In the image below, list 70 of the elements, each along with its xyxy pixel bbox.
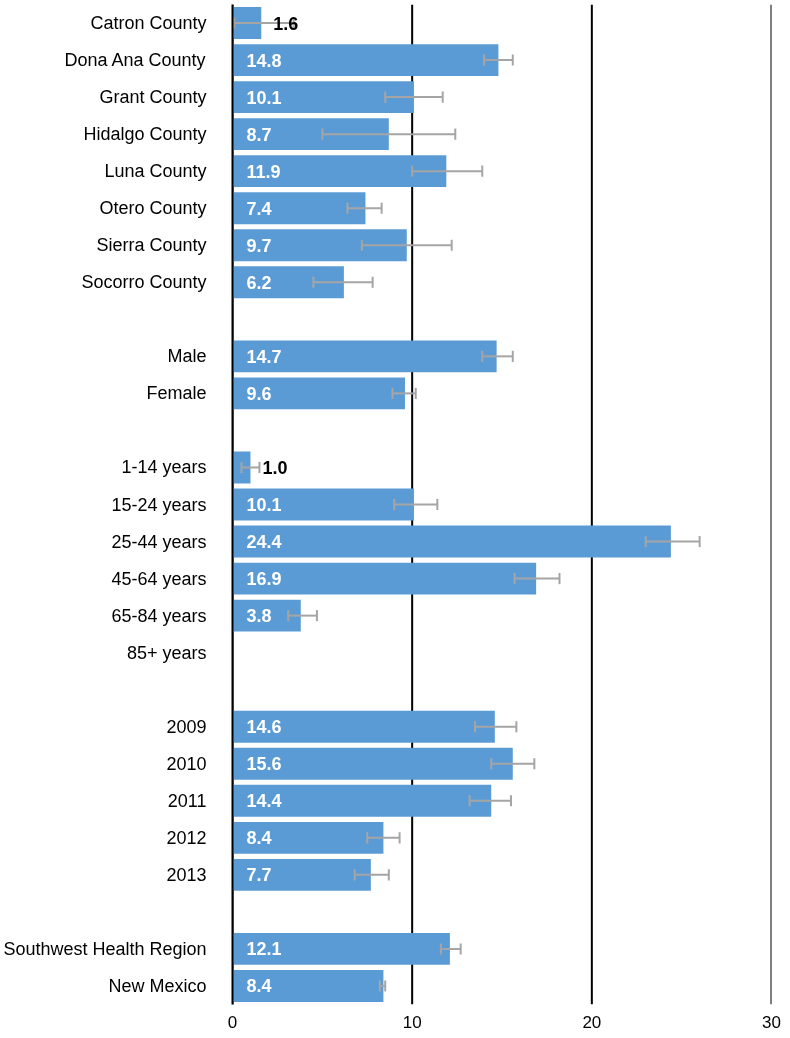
data-label: 10.1: [246, 495, 282, 515]
y-tick-label: Female: [146, 383, 207, 404]
y-tick-label: 45-64 years: [111, 568, 207, 589]
y-tick-label: Dona Ana County: [64, 50, 206, 71]
y-tick-label: 2011: [167, 790, 207, 811]
data-label: 8.7: [246, 124, 272, 145]
data-label: 9.6: [246, 383, 272, 404]
y-tick-label: Southwest Health Region: [3, 938, 207, 959]
bar: [232, 377, 405, 410]
bar: [232, 488, 414, 521]
y-tick-label: Catron County: [90, 13, 207, 34]
data-label: 10.1: [246, 87, 282, 108]
bar: [232, 229, 407, 262]
data-label: 12.1: [246, 939, 282, 960]
bar: [232, 525, 671, 558]
y-tick-label: 85+ years: [126, 642, 207, 663]
y-tick-label: 15-24 years: [111, 494, 207, 515]
bar: [232, 599, 301, 632]
data-label: 8.4: [246, 828, 272, 849]
bar: [232, 118, 389, 151]
x-tick-label: 10: [402, 1012, 422, 1032]
x-tick-label: 0: [227, 1012, 238, 1032]
data-label: 6.2: [246, 272, 272, 293]
y-tick-label: Luna County: [104, 161, 207, 182]
bar: [232, 933, 450, 965]
bar: [232, 970, 384, 1002]
x-tick-label: 20: [582, 1012, 602, 1032]
data-label: 14.7: [246, 346, 282, 367]
y-tick-label: 2013: [166, 864, 207, 885]
y-tick-label: Grant County: [99, 87, 207, 108]
data-label: 7.4: [246, 198, 272, 219]
y-tick-label: Sierra County: [96, 235, 207, 256]
bar: [232, 710, 495, 743]
y-tick-label: 2009: [166, 716, 207, 737]
y-tick-label: New Mexico: [108, 975, 207, 996]
data-label: 14.6: [246, 717, 282, 738]
data-label: 16.9: [246, 569, 282, 590]
data-label: 8.4: [246, 976, 272, 997]
data-label: 15.6: [246, 754, 282, 775]
data-label: 24.4: [246, 532, 282, 553]
y-tick-label: Otero County: [99, 198, 207, 219]
data-label: 14.8: [246, 50, 282, 71]
bar: [232, 81, 414, 114]
data-label: 11.9: [246, 161, 281, 182]
data-label: 3.8: [246, 606, 272, 627]
y-tick-label: Hidalgo County: [83, 124, 207, 145]
bar: [232, 858, 371, 891]
data-label: 14.4: [246, 791, 282, 812]
data-label: 9.7: [246, 235, 272, 256]
y-tick-label: 2010: [166, 753, 207, 774]
y-tick-label: Male: [167, 346, 207, 367]
bar: [232, 266, 344, 299]
y-tick-label: 1-14 years: [121, 457, 207, 478]
y-tick-label: 25-44 years: [111, 531, 207, 552]
data-label: 1.0: [262, 457, 288, 478]
bar: [232, 44, 499, 76]
y-tick-label: 65-84 years: [111, 605, 207, 626]
bar: [232, 821, 384, 854]
bar: [232, 784, 492, 817]
y-tick-label: Socorro County: [81, 272, 207, 293]
data-label: 1.6: [273, 13, 299, 34]
bar: [232, 562, 537, 595]
bar: [232, 747, 513, 780]
data-label: 7.7: [246, 865, 272, 886]
y-tick-label: 2012: [166, 827, 207, 848]
bar: [232, 340, 497, 373]
bar: [232, 155, 447, 188]
bar: [232, 192, 366, 225]
bar: [232, 7, 262, 39]
x-tick-label: 30: [762, 1012, 781, 1032]
